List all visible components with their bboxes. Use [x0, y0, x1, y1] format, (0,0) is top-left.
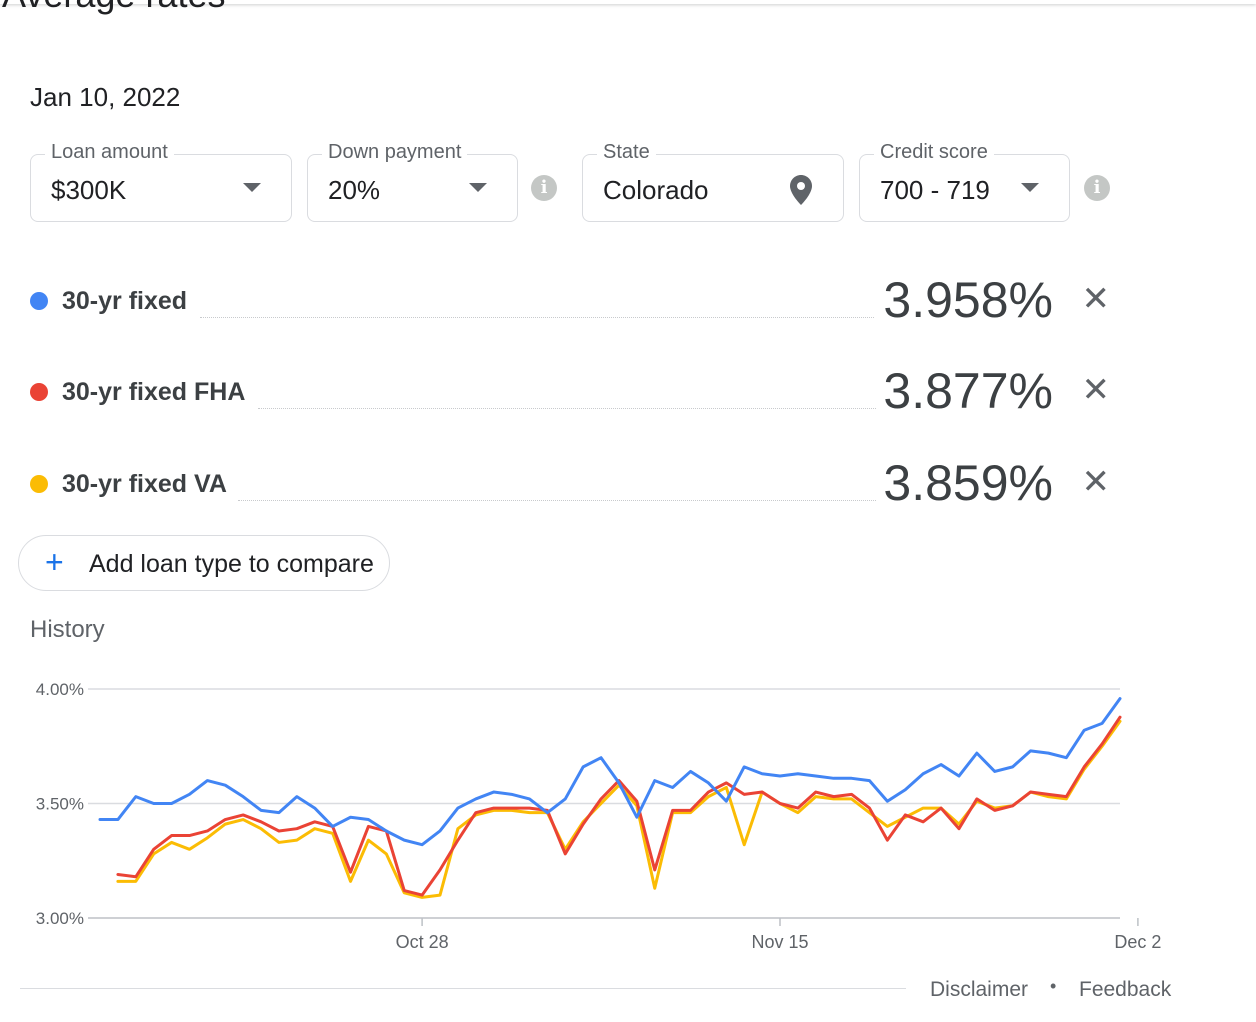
plus-icon: + [45, 544, 64, 580]
close-icon[interactable]: ✕ [1081, 463, 1111, 501]
loan-row-30yr-fixed-fha: 30-yr fixed FHA 3.877% ✕ [30, 362, 1120, 422]
series-dot-yellow [30, 475, 48, 493]
state-value: Colorado [603, 175, 709, 205]
chevron-down-icon [243, 183, 261, 192]
close-icon[interactable]: ✕ [1081, 280, 1111, 318]
loan-row-30yr-fixed-va: 30-yr fixed VA 3.859% ✕ [30, 454, 1120, 514]
page-title: Average rates [2, 0, 225, 16]
down-payment-value: 20% [328, 175, 381, 205]
y-tick-label: 3.00% [36, 909, 84, 928]
feedback-link[interactable]: Feedback [1079, 978, 1172, 1001]
loan-row-30yr-fixed: 30-yr fixed 3.958% ✕ [30, 271, 1120, 331]
credit-score-label: Credit score [874, 141, 994, 164]
y-tick-label: 3.50% [36, 795, 84, 814]
dotted-leader [238, 500, 876, 501]
state-label: State [597, 141, 656, 164]
footer-separator: • [1050, 976, 1057, 996]
credit-score-value: 700 - 719 [880, 175, 990, 205]
loan-rate: 3.958% [883, 272, 1053, 328]
loan-amount-value: $300K [51, 175, 127, 205]
close-icon[interactable]: ✕ [1081, 371, 1111, 409]
y-tick-label: 4.00% [36, 680, 84, 699]
location-pin-icon [790, 175, 812, 205]
credit-score-select[interactable]: Credit score 700 - 719 [859, 141, 1070, 222]
loan-name: 30-yr fixed VA [62, 470, 227, 498]
dotted-leader [200, 317, 874, 318]
loan-rate: 3.877% [883, 363, 1053, 419]
dotted-leader [258, 408, 876, 409]
add-loan-type-button[interactable]: + Add loan type to compare [18, 535, 390, 591]
chevron-down-icon [469, 183, 487, 192]
loan-amount-label: Loan amount [45, 141, 174, 164]
x-tick-label: Oct 28 [396, 932, 449, 952]
info-icon[interactable]: i [531, 175, 557, 201]
disclaimer-link[interactable]: Disclaimer [930, 978, 1029, 1001]
state-select[interactable]: State Colorado [582, 141, 844, 222]
loan-name: 30-yr fixed FHA [62, 378, 246, 406]
series-dot-red [30, 383, 48, 401]
add-loan-type-label: Add loan type to compare [89, 550, 374, 578]
history-heading: History [30, 616, 105, 643]
series-dot-blue [30, 292, 48, 310]
info-icon[interactable]: i [1084, 175, 1110, 201]
down-payment-label: Down payment [322, 141, 468, 164]
series-line-30-yr-fixed-fha [116, 715, 1122, 897]
rate-date: Jan 10, 2022 [30, 82, 181, 112]
loan-amount-select[interactable]: Loan amount $300K [30, 141, 292, 222]
x-tick-label: Dec 2 [1114, 932, 1161, 952]
loan-rate: 3.859% [883, 455, 1053, 511]
loan-name: 30-yr fixed [62, 287, 188, 315]
down-payment-select[interactable]: Down payment 20% [307, 141, 518, 222]
chevron-down-icon [1021, 183, 1039, 192]
footer-divider [20, 988, 906, 989]
series-line-30-yr-fixed [98, 697, 1122, 847]
x-tick-label: Nov 15 [751, 932, 808, 952]
